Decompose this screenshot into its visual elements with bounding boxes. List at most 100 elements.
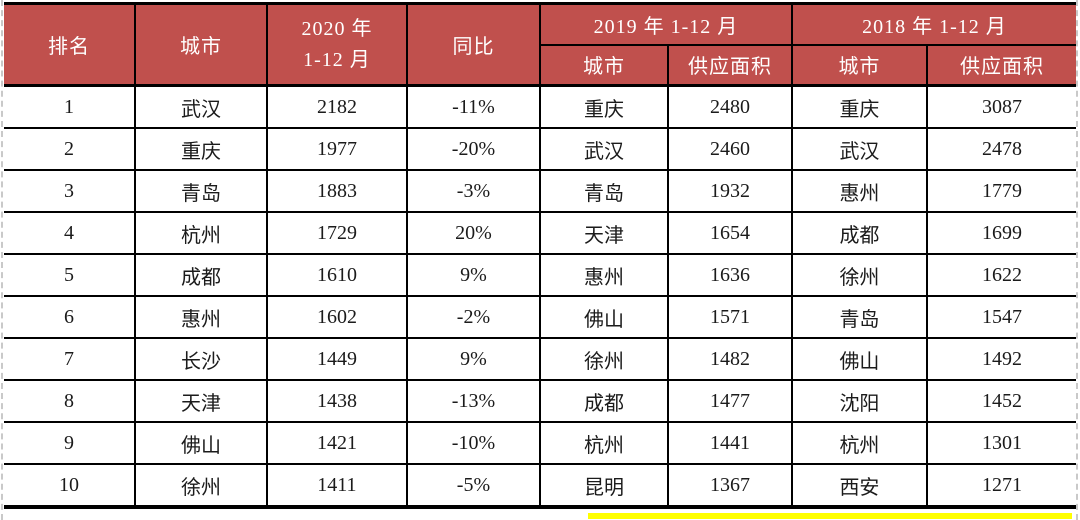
selection-marquee-right-icon: [1076, 0, 1078, 520]
city-2020-cell: 成都: [133, 253, 268, 297]
rank-cell: 6: [4, 295, 136, 339]
header-group-2019: 2019 年 1-12 月: [538, 2, 793, 46]
supply-2020-cell: 1610: [265, 253, 408, 297]
header-period-2020-line2: 1-12 月: [303, 48, 371, 71]
rank-cell: 5: [4, 253, 136, 297]
supply-2019-cell: 2460: [666, 127, 793, 171]
header-row-groups: 排名 城市 2020 年 1-12 月 同比 2019 年 1-12 月 201…: [4, 2, 1076, 87]
supply-2019-cell: 1932: [666, 169, 793, 213]
yoy-cell: 20%: [405, 211, 541, 255]
city-2018-cell: 西安: [790, 463, 928, 508]
city-2019-cell: 青岛: [538, 169, 669, 213]
supply-ranking-table: 排名 城市 2020 年 1-12 月 同比 2019 年 1-12 月 201…: [4, 2, 1076, 509]
supply-2019-cell: 1441: [666, 421, 793, 465]
city-2019-cell: 杭州: [538, 421, 669, 465]
yoy-cell: 9%: [405, 253, 541, 297]
rank-cell: 8: [4, 379, 136, 423]
city-2018-cell: 沈阳: [790, 379, 928, 423]
header-yoy: 同比: [405, 2, 541, 87]
header-period-2020: 2020 年 1-12 月: [265, 2, 408, 87]
table-body: 1 武汉 2182 -11% 重庆 2480 重庆 3087 2 重庆 1977 -20% 武汉 2460…: [4, 84, 1076, 508]
city-2018-cell: 徐州: [790, 253, 928, 297]
table-row: 3 青岛 1883 -3% 青岛 1932 惠州 1779: [4, 169, 1076, 213]
supply-2018-cell: 2478: [925, 127, 1076, 171]
header-rank: 排名: [4, 2, 136, 87]
city-2020-cell: 重庆: [133, 127, 268, 171]
yoy-cell: -13%: [405, 379, 541, 423]
supply-2019-cell: 1654: [666, 211, 793, 255]
header-row-sub: 城市 供应面积 城市 供应面积: [4, 43, 1076, 87]
city-2019-cell: 徐州: [538, 337, 669, 381]
city-2019-cell: 天津: [538, 211, 669, 255]
supply-2018-cell: 1492: [925, 337, 1076, 381]
header-group-2018: 2018 年 1-12 月: [790, 2, 1076, 46]
city-2020-cell: 长沙: [133, 337, 268, 381]
table-row: 2 重庆 1977 -20% 武汉 2460 武汉 2478: [4, 127, 1076, 171]
header-supply-2019: 供应面积: [666, 43, 793, 87]
yoy-cell: -11%: [405, 84, 541, 129]
city-2018-cell: 成都: [790, 211, 928, 255]
supply-2020-cell: 1411: [265, 463, 408, 508]
yoy-cell: -20%: [405, 127, 541, 171]
header-city-2020: 城市: [133, 2, 268, 87]
rank-cell: 3: [4, 169, 136, 213]
rank-cell: 1: [4, 84, 136, 129]
yoy-cell: -10%: [405, 421, 541, 465]
supply-2019-cell: 1477: [666, 379, 793, 423]
header-city-2018: 城市: [790, 43, 928, 87]
yellow-highlight-bar: [588, 513, 1072, 519]
city-2020-cell: 武汉: [133, 84, 268, 129]
city-2020-cell: 佛山: [133, 421, 268, 465]
supply-2020-cell: 1602: [265, 295, 408, 339]
table-row: 6 惠州 1602 -2% 佛山 1571 青岛 1547: [4, 295, 1076, 339]
table-row: 1 武汉 2182 -11% 重庆 2480 重庆 3087: [4, 84, 1076, 129]
table-header: 排名 城市 2020 年 1-12 月 同比 2019 年 1-12 月 201…: [4, 2, 1076, 87]
city-2019-cell: 惠州: [538, 253, 669, 297]
rank-cell: 2: [4, 127, 136, 171]
supply-2019-cell: 1482: [666, 337, 793, 381]
city-2020-cell: 惠州: [133, 295, 268, 339]
city-2019-cell: 成都: [538, 379, 669, 423]
supply-2018-cell: 1779: [925, 169, 1076, 213]
city-2018-cell: 杭州: [790, 421, 928, 465]
header-period-2020-line1: 2020 年: [301, 17, 373, 40]
table-row: 10 徐州 1411 -5% 昆明 1367 西安 1271: [4, 463, 1076, 508]
rank-cell: 10: [4, 463, 136, 508]
city-2020-cell: 徐州: [133, 463, 268, 508]
supply-2018-cell: 1271: [925, 463, 1076, 508]
supply-2020-cell: 1977: [265, 127, 408, 171]
table-row: 8 天津 1438 -13% 成都 1477 沈阳 1452: [4, 379, 1076, 423]
city-2018-cell: 青岛: [790, 295, 928, 339]
yoy-cell: -5%: [405, 463, 541, 508]
city-2018-cell: 佛山: [790, 337, 928, 381]
yoy-cell: 9%: [405, 337, 541, 381]
supply-2018-cell: 1301: [925, 421, 1076, 465]
supply-2020-cell: 1438: [265, 379, 408, 423]
supply-2019-cell: 1571: [666, 295, 793, 339]
city-2019-cell: 武汉: [538, 127, 669, 171]
supply-2020-cell: 1421: [265, 421, 408, 465]
supply-2019-cell: 1367: [666, 463, 793, 508]
supply-2019-cell: 1636: [666, 253, 793, 297]
city-2020-cell: 天津: [133, 379, 268, 423]
table-row: 5 成都 1610 9% 惠州 1636 徐州 1622: [4, 253, 1076, 297]
supply-2018-cell: 1699: [925, 211, 1076, 255]
rank-cell: 9: [4, 421, 136, 465]
city-2018-cell: 武汉: [790, 127, 928, 171]
header-city-2019: 城市: [538, 43, 669, 87]
rank-cell: 7: [4, 337, 136, 381]
supply-2020-cell: 1449: [265, 337, 408, 381]
supply-2018-cell: 3087: [925, 84, 1076, 129]
supply-2020-cell: 2182: [265, 84, 408, 129]
city-2020-cell: 青岛: [133, 169, 268, 213]
city-2019-cell: 佛山: [538, 295, 669, 339]
city-2018-cell: 惠州: [790, 169, 928, 213]
table-row: 9 佛山 1421 -10% 杭州 1441 杭州 1301: [4, 421, 1076, 465]
city-2019-cell: 重庆: [538, 84, 669, 129]
supply-2018-cell: 1547: [925, 295, 1076, 339]
header-supply-2018: 供应面积: [925, 43, 1076, 87]
supply-2020-cell: 1883: [265, 169, 408, 213]
yoy-cell: -3%: [405, 169, 541, 213]
rank-cell: 4: [4, 211, 136, 255]
